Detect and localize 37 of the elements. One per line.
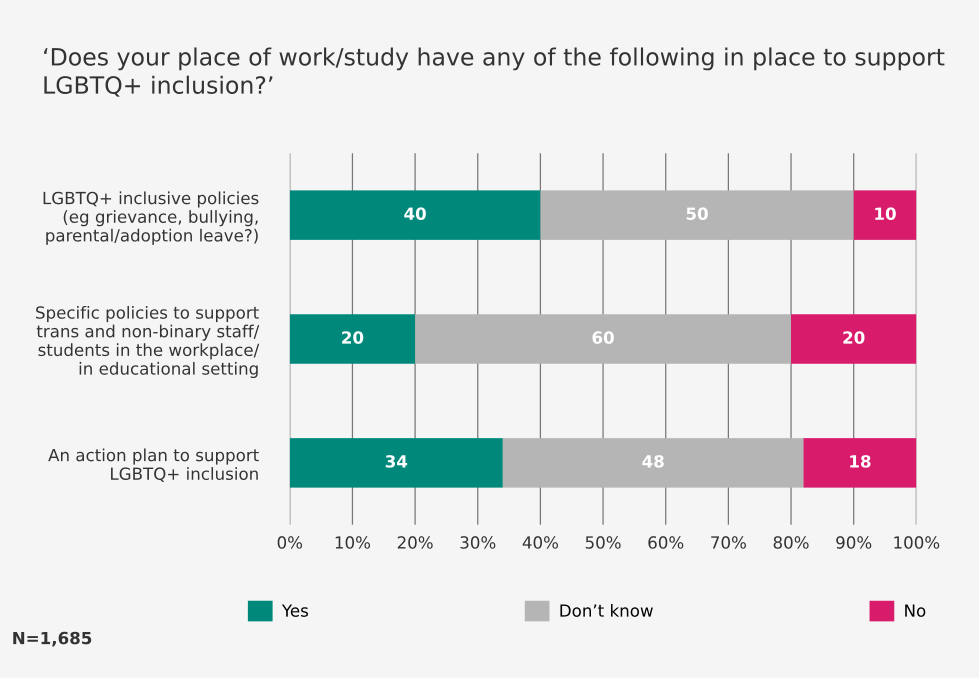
x-tick-label: 20% [398,536,433,549]
data-label: 34 [386,455,408,468]
x-tick-label: 60% [648,536,684,549]
bar [854,190,916,240]
y-tick-label: An action plan to support LGBTQ+ inclusion [48,448,259,482]
bar [415,314,792,364]
x-tick-label: 80% [774,536,809,549]
x-tick-label: 0% [278,536,302,549]
x-tick-label: 10% [336,536,370,549]
data-label: 48 [642,455,664,468]
text: N=1,685 [13,632,92,646]
data-label: 50 [686,207,708,220]
legend-label: No [905,604,926,617]
x-tick-label: 30% [460,536,496,549]
data-label: 10 [875,207,896,220]
bar [290,438,503,488]
x-tick-label: 90% [836,536,872,549]
y-tick-label: Specific policies to support trans and non-binary staff/ students in the workplace/ in educational setting [36,306,260,378]
data-label: 40 [404,207,426,220]
x-tick-label: 50% [586,536,621,549]
bar [540,190,854,240]
y-tick-label: LGBTQ+ inclusive policies (eg grievance, bullying, parental/adoption leave?) [44,191,258,245]
bar [791,314,916,364]
legend-label: Yes [282,604,308,617]
x-tick-label: 70% [711,536,746,549]
bar [290,314,416,364]
bar [290,190,540,240]
data-label: 20 [342,331,364,344]
legend-label: Don’t know [560,604,653,617]
data-label: 18 [850,455,871,468]
chart-title: ‘Does your place of work/study have any of the following in place to support LGBTQ+ inclusion?’ [44,47,944,97]
data-label: 60 [592,331,614,344]
bar [502,438,804,488]
bar [804,438,916,488]
x-tick-label: 100% [894,536,940,549]
x-tick-label: 40% [522,536,558,549]
data-label: 20 [843,331,864,344]
